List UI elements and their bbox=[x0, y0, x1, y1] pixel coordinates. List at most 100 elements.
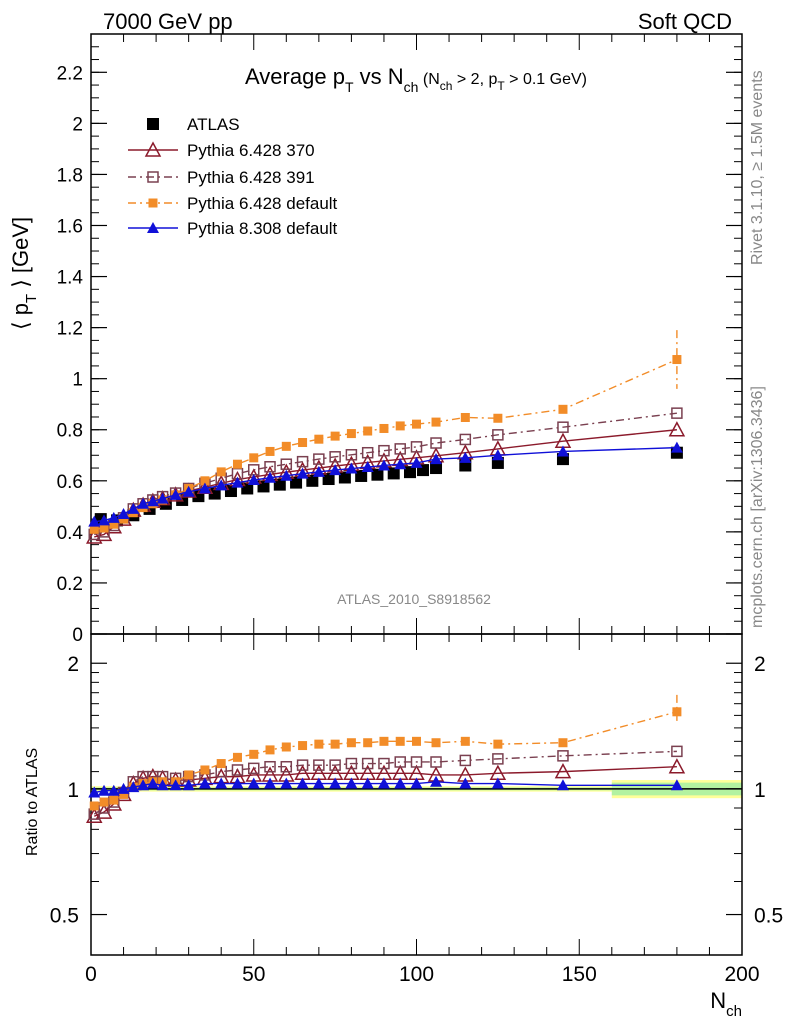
ratio-point-pythia-6-428-391 bbox=[345, 757, 358, 770]
ratio-point-pythia-6-428-default bbox=[281, 742, 291, 752]
data-point-pythia-6-428-default bbox=[558, 404, 568, 414]
ratio-point-pythia-8-308-default bbox=[107, 784, 120, 796]
y-tick-label: 1.6 bbox=[57, 216, 83, 237]
ratio-y-tick-label: 0.5 bbox=[50, 905, 79, 928]
data-point-pythia-6-428-default bbox=[346, 429, 356, 439]
data-point-atlas bbox=[387, 467, 400, 480]
ratio-point-pythia-8-308-default bbox=[198, 777, 211, 789]
data-point-pythia-6-428-default bbox=[281, 441, 291, 451]
x-tick-label: 150 bbox=[562, 963, 597, 986]
collision-label: 7000 GeV pp bbox=[103, 9, 233, 34]
ratio-point-pythia-8-308-default bbox=[296, 777, 309, 789]
data-point-atlas bbox=[355, 469, 368, 482]
ratio-y-tick-label: 2 bbox=[67, 653, 79, 676]
ratio-point-pythia-6-428-391 bbox=[264, 760, 276, 773]
ratio-point-pythia-8-308-default bbox=[264, 777, 277, 789]
y-tick-label: 0.2 bbox=[57, 574, 83, 595]
data-point-pythia-8-308-default bbox=[98, 514, 111, 526]
data-point-pythia-6-428-391 bbox=[430, 437, 442, 449]
data-point-pythia-6-428-default bbox=[431, 417, 441, 427]
ratio-point-pythia-6-428-default bbox=[493, 739, 503, 749]
data-point-atlas bbox=[322, 473, 335, 486]
legend-label-pythia-6-428-391: Pythia 6.428 391 bbox=[187, 168, 315, 187]
ratio-point-pythia-6-428-default bbox=[346, 738, 356, 748]
ratio-point-pythia-6-428-default bbox=[249, 749, 259, 759]
ratio-point-pythia-6-428-391 bbox=[280, 760, 293, 773]
ratio-point-pythia-6-428-370 bbox=[554, 763, 572, 779]
y-tick-label: 1 bbox=[72, 370, 83, 391]
data-point-pythia-6-428-default bbox=[298, 438, 308, 448]
chart-title: Average pT vs Nch (Nch > 2, pT > 0.1 GeV… bbox=[245, 64, 587, 95]
ratio-point-pythia-6-428-default bbox=[298, 741, 308, 751]
legend-label-pythia-8-308-default: Pythia 8.308 default bbox=[187, 219, 338, 238]
data-point-pythia-8-308-default bbox=[377, 459, 390, 471]
ratio-point-pythia-6-428-default bbox=[379, 736, 389, 746]
main-series-layer bbox=[85, 330, 686, 544]
data-point-pythia-6-428-default bbox=[109, 519, 119, 529]
data-point-pythia-8-308-default bbox=[169, 488, 182, 500]
data-point-pythia-8-308-default bbox=[198, 482, 211, 494]
ratio-point-pythia-8-308-default bbox=[98, 784, 111, 796]
data-point-pythia-6-428-391 bbox=[410, 441, 423, 453]
ratio-point-pythia-6-428-391 bbox=[313, 759, 325, 771]
legend-marker-pythia-6-428-370 bbox=[144, 141, 162, 157]
y-tick-label: 2 bbox=[72, 114, 83, 135]
data-point-pythia-8-308-default bbox=[394, 458, 407, 470]
data-point-pythia-8-308-default bbox=[137, 497, 150, 509]
data-point-pythia-6-428-370 bbox=[668, 421, 686, 437]
ratio-point-pythia-6-428-default bbox=[395, 736, 405, 746]
data-point-pythia-8-308-default bbox=[430, 453, 443, 465]
ratio-point-pythia-8-308-default bbox=[215, 777, 228, 789]
data-point-pythia-8-308-default bbox=[247, 474, 260, 486]
data-point-pythia-8-308-default bbox=[88, 515, 101, 527]
data-point-pythia-8-308-default bbox=[312, 465, 325, 477]
ratio-point-pythia-6-428-391 bbox=[671, 745, 683, 758]
data-point-pythia-8-308-default bbox=[361, 461, 374, 473]
data-point-pythia-8-308-default bbox=[296, 467, 309, 479]
analysis-id-label: ATLAS_2010_S8918562 bbox=[337, 591, 491, 607]
y-tick-label: 1.8 bbox=[57, 165, 83, 186]
ratio-point-pythia-8-308-default bbox=[329, 777, 342, 789]
legend-marker-pythia-8-308-default bbox=[147, 222, 159, 233]
ratio-point-pythia-8-308-default bbox=[169, 779, 182, 791]
data-point-atlas bbox=[208, 487, 221, 500]
ratio-point-pythia-6-428-default bbox=[232, 752, 242, 762]
y-tick-label: 0.8 bbox=[57, 421, 83, 442]
ratio-point-pythia-8-308-default bbox=[491, 777, 504, 789]
ratio-point-pythia-8-308-default bbox=[312, 777, 325, 789]
ratio-point-pythia-6-428-default bbox=[200, 765, 210, 775]
y-tick-label: 1.2 bbox=[57, 319, 83, 340]
ratio-point-pythia-6-428-391 bbox=[296, 759, 309, 771]
data-point-atlas bbox=[371, 468, 384, 481]
series-line-pythia-8-308-default bbox=[94, 446, 677, 523]
ratio-y-tick-label-right: 2 bbox=[754, 653, 766, 676]
x-tick-label: 200 bbox=[724, 963, 759, 986]
data-point-pythia-6-428-391 bbox=[296, 455, 309, 468]
data-point-pythia-8-308-default bbox=[329, 464, 342, 476]
ratio-point-pythia-8-308-default bbox=[231, 777, 244, 789]
data-point-pythia-8-308-default bbox=[107, 511, 120, 523]
ratio-point-pythia-6-428-default bbox=[363, 738, 373, 748]
y-tick-label: 1.4 bbox=[57, 268, 84, 289]
y-tick-label: 2.2 bbox=[57, 63, 83, 84]
data-point-pythia-6-428-391 bbox=[361, 446, 374, 459]
legend-marker-pythia-6-428-391 bbox=[147, 171, 159, 183]
data-point-pythia-6-428-default bbox=[200, 476, 210, 486]
data-point-pythia-6-428-default bbox=[330, 431, 340, 441]
ratio-point-pythia-6-428-default bbox=[119, 789, 129, 799]
ratio-point-pythia-8-308-default bbox=[117, 782, 130, 794]
data-point-atlas bbox=[430, 462, 443, 475]
data-point-pythia-6-428-default bbox=[265, 446, 275, 456]
data-point-pythia-6-428-391 bbox=[394, 443, 406, 455]
ratio-y-tick-label-right: 1 bbox=[754, 779, 766, 802]
legend-label-pythia-6-428-370: Pythia 6.428 370 bbox=[187, 141, 315, 160]
data-point-pythia-6-428-default bbox=[379, 423, 389, 433]
y-tick-label: 0 bbox=[72, 625, 83, 646]
data-point-pythia-8-308-default bbox=[410, 456, 423, 468]
ratio-point-pythia-6-428-370 bbox=[95, 803, 113, 819]
ratio-point-pythia-8-308-default bbox=[410, 777, 423, 789]
ratio-point-pythia-8-308-default bbox=[88, 786, 101, 798]
ratio-point-pythia-8-308-default bbox=[670, 779, 683, 791]
data-point-pythia-8-308-default bbox=[156, 492, 169, 504]
ratio-point-pythia-6-428-391 bbox=[394, 756, 406, 768]
